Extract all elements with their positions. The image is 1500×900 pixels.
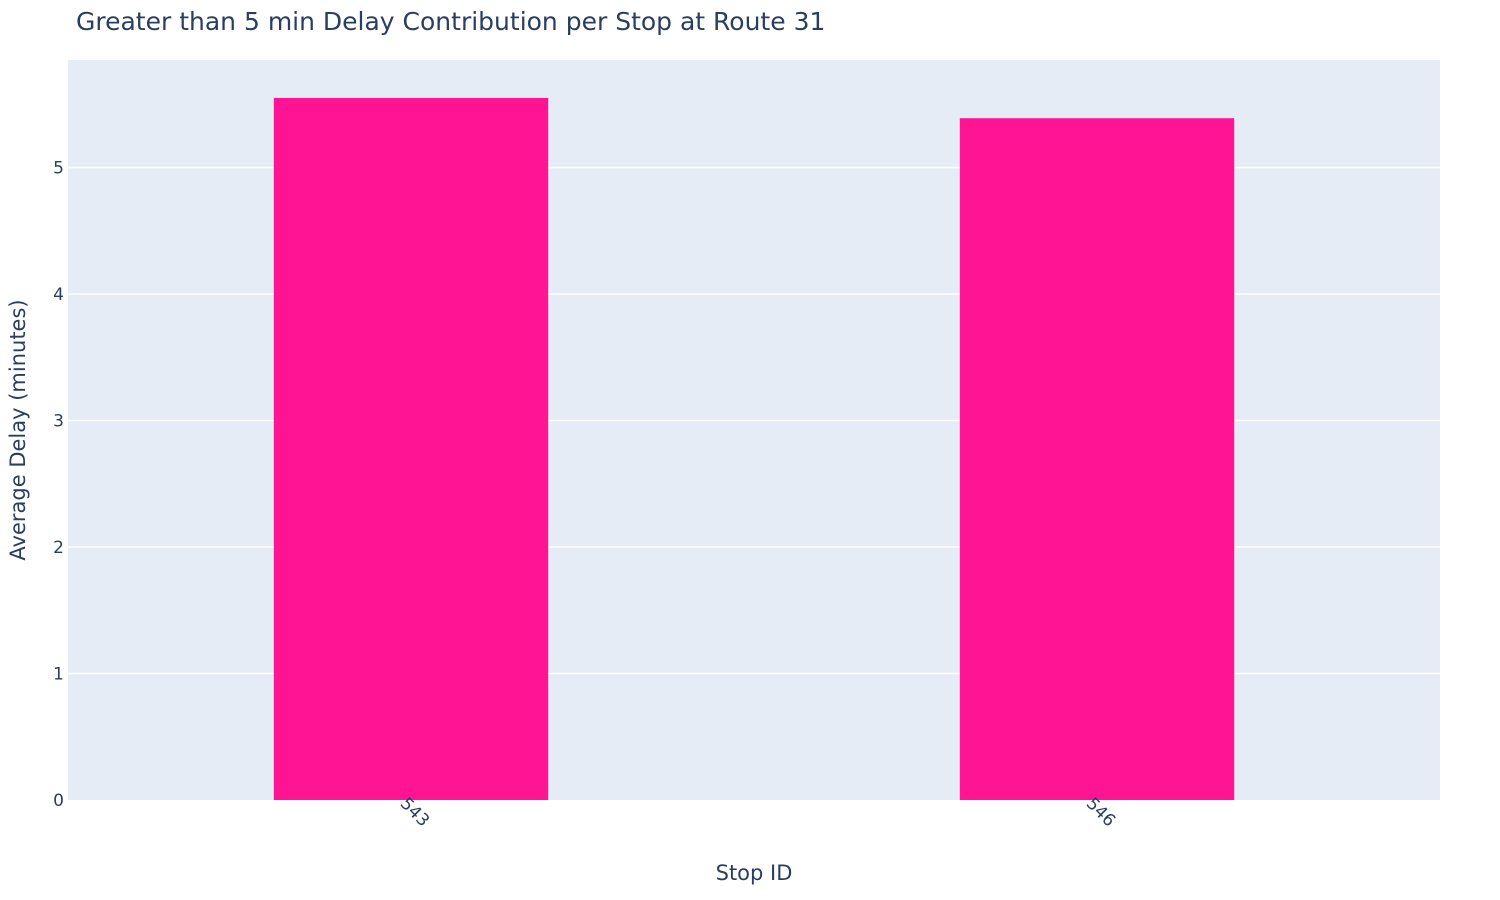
chart-title: Greater than 5 min Delay Contribution pe… — [76, 7, 825, 36]
y-axis-label: Average Delay (minutes) — [6, 299, 30, 560]
y-tick-label: 5 — [53, 159, 64, 179]
y-tick-labels: 0 1 2 3 4 5 — [53, 159, 64, 811]
y-tick-label: 3 — [53, 412, 64, 432]
y-tick-label: 2 — [53, 538, 64, 558]
bar-546 — [959, 118, 1235, 800]
y-tick-label: 0 — [53, 791, 64, 811]
bar-543 — [273, 97, 549, 800]
bars — [273, 97, 1235, 800]
y-tick-label: 4 — [53, 285, 64, 305]
y-tick-label: 1 — [53, 665, 64, 685]
x-axis-label: Stop ID — [716, 861, 793, 885]
